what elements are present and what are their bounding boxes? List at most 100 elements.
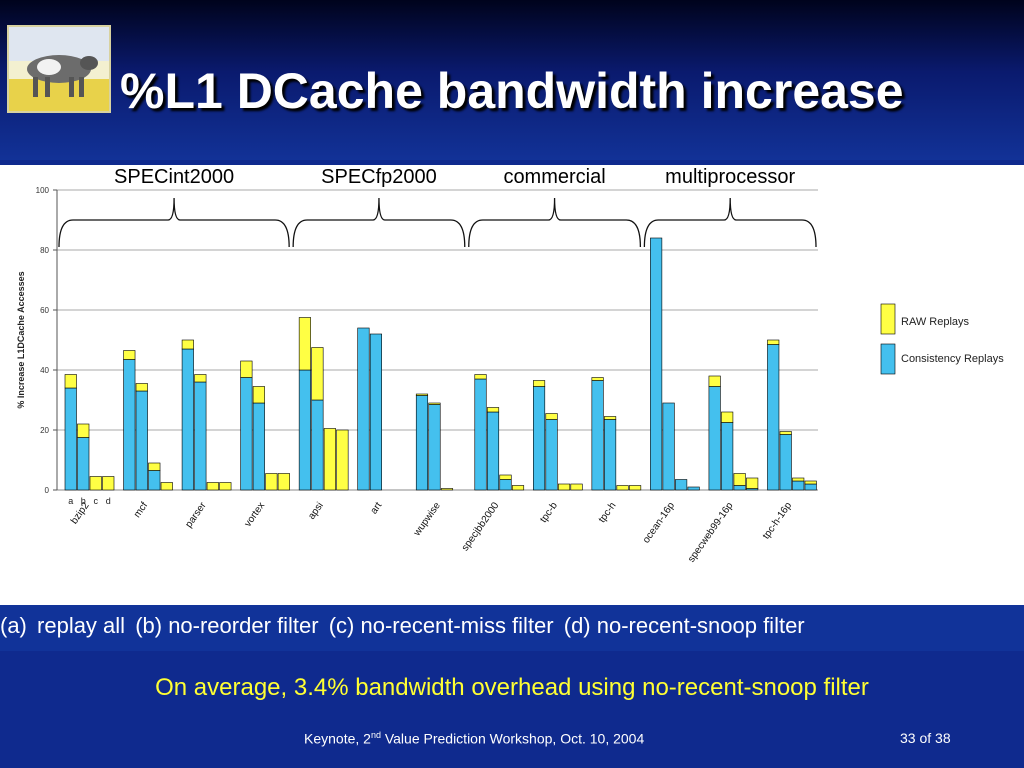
bar-raw-specjbb2000 bbox=[474, 374, 487, 380]
bar-raw-mcf bbox=[160, 482, 173, 491]
bar-raw-bzip2 bbox=[89, 476, 102, 491]
bar-raw-tpc-h-16p bbox=[792, 477, 805, 482]
bar-consistency-specjbb2000 bbox=[499, 479, 512, 491]
bar-consistency-specweb99-16p bbox=[733, 485, 746, 491]
group-brace bbox=[58, 197, 290, 248]
x-tick-label-art: art bbox=[369, 500, 385, 516]
bar-raw-tpc-b bbox=[545, 413, 558, 420]
bar-raw-tpc-h-16p bbox=[779, 431, 792, 435]
filter-legend-bar bbox=[0, 605, 1024, 651]
bar-consistency-apsi bbox=[311, 399, 324, 491]
bar-raw-mcf bbox=[135, 383, 148, 392]
group-label-multiprocessor: multiprocessor bbox=[665, 166, 795, 188]
x-tick-label-tpc-h-16p: tpc-h-16p bbox=[761, 500, 794, 541]
slide-footer: Keynote, 2nd Value Prediction Workshop, … bbox=[304, 730, 644, 747]
bar-consistency-tpc-h-16p bbox=[767, 344, 780, 491]
bar-raw-tpc-h bbox=[604, 416, 617, 420]
bar-raw-apsi bbox=[323, 428, 336, 491]
slide-title: %L1 DCache bandwidth increase bbox=[120, 63, 904, 119]
group-label-commercial: commercial bbox=[503, 166, 605, 188]
x-tick-label-vortex: vortex bbox=[243, 500, 268, 529]
group-label-SPECfp2000: SPECfp2000 bbox=[321, 166, 437, 188]
bar-raw-wupwise bbox=[440, 488, 454, 491]
x-tick-label-apsi: apsi bbox=[306, 500, 326, 521]
x-tick-label-mcf: mcf bbox=[132, 500, 150, 520]
footer-sup: nd bbox=[370, 730, 381, 740]
bar-raw-specweb99-16p bbox=[746, 477, 759, 489]
bar-consistency-ocean-16p bbox=[675, 479, 688, 491]
x-tick-label-parser: parser bbox=[183, 500, 209, 530]
bar-consistency-mcf bbox=[123, 359, 136, 491]
bar-raw-mcf bbox=[148, 462, 161, 471]
y-tick-label: 20 bbox=[40, 426, 49, 435]
bar-consistency-parser bbox=[194, 381, 207, 491]
bar-consistency-vortex bbox=[240, 377, 253, 491]
bar-consistency-art bbox=[357, 327, 370, 491]
bar-raw-bzip2 bbox=[102, 476, 115, 491]
filter-a-label: replay all bbox=[37, 613, 126, 638]
bar-raw-wupwise bbox=[428, 402, 441, 405]
bar-raw-tpc-h bbox=[616, 485, 629, 491]
x-tick-label-tpc-h: tpc-h bbox=[597, 500, 619, 525]
filter-d-label: (d) no-recent-snoop filter bbox=[563, 613, 805, 638]
sub-bar-label: d bbox=[106, 496, 111, 506]
bar-consistency-mcf bbox=[148, 470, 161, 491]
slide-header: %L1 DCache bandwidth increase bbox=[0, 0, 1024, 160]
bar-raw-bzip2 bbox=[64, 374, 77, 389]
bar-consistency-tpc-h-16p bbox=[792, 480, 805, 491]
bar-consistency-mcf bbox=[135, 390, 148, 491]
page-number: 33 of 38 bbox=[900, 730, 951, 746]
legend-swatch-consistency bbox=[880, 343, 896, 375]
sub-bar-label: c bbox=[94, 496, 99, 506]
bar-raw-vortex bbox=[277, 473, 290, 491]
bandwidth-chart: 0 20 40 60 80 100 % Increase L1DCache Accesses… bbox=[16, 166, 1004, 565]
bar-consistency-tpc-h bbox=[604, 419, 617, 491]
sub-bar-label: a bbox=[68, 496, 73, 506]
bar-consistency-tpc-h-16p bbox=[779, 434, 792, 491]
bar-consistency-ocean-16p bbox=[650, 237, 663, 491]
bar-raw-bzip2 bbox=[77, 423, 90, 438]
bar-consistency-vortex bbox=[252, 402, 265, 491]
group-label-SPECint2000: SPECint2000 bbox=[114, 166, 234, 188]
filter-c-label: (c) no-recent-miss filter bbox=[328, 613, 554, 638]
bar-raw-mcf bbox=[123, 350, 136, 360]
cow-icon bbox=[9, 27, 109, 111]
bar-raw-tpc-h-16p bbox=[804, 480, 817, 485]
x-tick-label-specweb99-16p: specweb99-16p bbox=[686, 500, 736, 565]
bar-consistency-tpc-h bbox=[591, 380, 604, 491]
bar-consistency-bzip2 bbox=[77, 437, 90, 491]
bar-consistency-tpc-b bbox=[545, 419, 558, 491]
bar-raw-tpc-b bbox=[570, 483, 583, 491]
bar-raw-vortex bbox=[252, 386, 265, 404]
y-tick-label: 80 bbox=[40, 246, 49, 255]
legend-label-raw: RAW Replays bbox=[901, 316, 970, 328]
filter-b-label: (b) no-reorder filter bbox=[135, 613, 319, 638]
group-brace bbox=[292, 197, 466, 248]
bar-raw-apsi bbox=[298, 317, 311, 371]
group-brace bbox=[468, 197, 642, 248]
chart-panel: 0 20 40 60 80 100 % Increase L1DCache Accesses… bbox=[0, 165, 1024, 605]
x-tick-label-specjbb2000: specjbb2000 bbox=[460, 500, 502, 553]
bar-consistency-wupwise bbox=[428, 404, 441, 491]
bar-raw-specweb99-16p bbox=[708, 375, 721, 387]
bar-raw-tpc-h-16p bbox=[767, 339, 780, 345]
bar-consistency-specweb99-16p bbox=[721, 422, 734, 491]
bar-consistency-wupwise bbox=[415, 395, 429, 491]
bar-consistency-tpc-b bbox=[533, 386, 546, 491]
x-tick-label-wupwise: wupwise bbox=[411, 500, 443, 539]
bar-consistency-ocean-16p bbox=[687, 486, 700, 491]
bar-raw-vortex bbox=[240, 360, 253, 378]
bar-raw-parser bbox=[181, 339, 194, 350]
bar-consistency-parser bbox=[181, 348, 194, 491]
bar-raw-tpc-b bbox=[533, 380, 546, 387]
filter-a-tag: (a) bbox=[0, 613, 27, 638]
cow-logo bbox=[7, 25, 111, 113]
filter-legend: (a) replay all (b) no-reorder filter (c)… bbox=[0, 613, 1024, 639]
footer-suffix: Value Prediction Workshop, Oct. 10, 2004 bbox=[380, 730, 645, 747]
y-tick-label: 60 bbox=[40, 306, 49, 315]
bar-consistency-specweb99-16p bbox=[708, 386, 721, 491]
bar-raw-specweb99-16p bbox=[733, 473, 746, 486]
bar-consistency-specjbb2000 bbox=[474, 378, 487, 491]
bar-raw-parser bbox=[194, 374, 207, 383]
bar-consistency-bzip2 bbox=[64, 387, 77, 491]
